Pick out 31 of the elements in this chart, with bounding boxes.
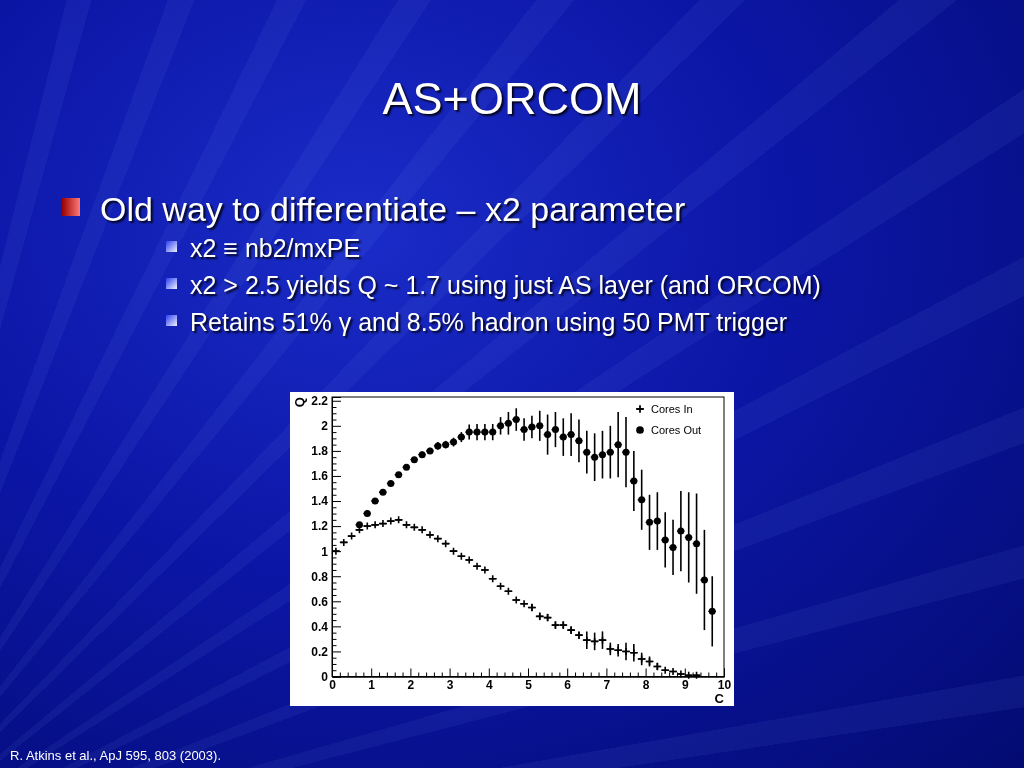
y-tick-label: 2 (321, 419, 329, 434)
y-tick-label: 0.2 (311, 644, 329, 659)
legend-label: Cores In (651, 402, 693, 415)
y-tick-label: 1.8 (311, 444, 329, 459)
y-tick-label: 0.6 (311, 594, 329, 609)
y-axis-title: Q (292, 397, 307, 408)
y-tick-label: 0.8 (311, 569, 329, 584)
text: x2 ≡ nb2/mxPE (190, 234, 361, 262)
x-tick-label: 5 (525, 678, 533, 693)
text: R. Atkins et al., ApJ 595, 803 (2003). (10, 748, 222, 763)
x-tick-label: 3 (446, 678, 454, 693)
x-tick-label: 6 (564, 678, 572, 693)
text: x2 > 2.5 yields Q ~ 1.7 using just AS layer (and ORCOM) (190, 271, 821, 299)
x-tick-label: 9 (681, 678, 689, 693)
x-tick-label: 4 (485, 678, 493, 693)
y-tick-label: 1.4 (311, 494, 329, 509)
y-tick-label: 1.2 (311, 519, 329, 534)
legend-label: Cores Out (651, 423, 702, 436)
x-tick-label: 8 (642, 678, 650, 693)
y-tick-label: 1.6 (311, 469, 329, 484)
y-tick-label: 0.4 (311, 619, 329, 634)
text: Old way to differentiate – x2 parameter (100, 190, 686, 228)
x-tick-label: 10 (717, 678, 732, 693)
x-axis-title: C (714, 691, 725, 706)
y-tick-label: 2.2 (311, 394, 329, 409)
x-tick-label: 1 (368, 678, 376, 693)
chart-title: AS+ORCOM (381, 73, 643, 124)
x-tick-label: 7 (603, 678, 611, 693)
text: Retains 51% γ and 8.5% hadron using 50 PMT trigger (190, 308, 788, 336)
y-tick-label: 1 (321, 544, 329, 559)
x-tick-label: 2 (407, 678, 415, 693)
